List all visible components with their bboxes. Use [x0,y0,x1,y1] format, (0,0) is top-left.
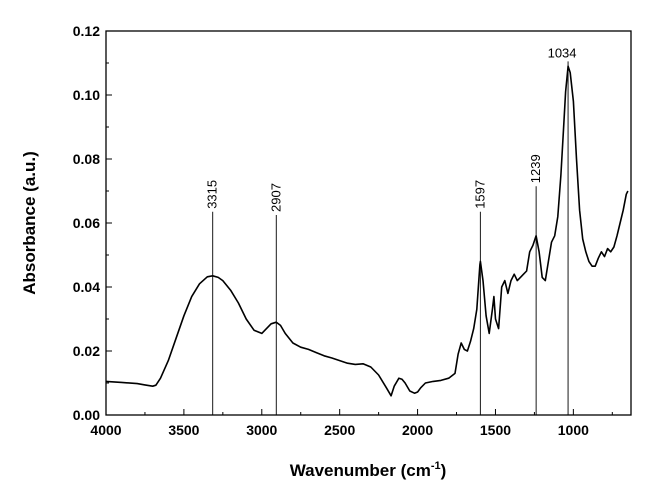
y-tick-label: 0.00 [73,407,100,423]
y-tick-label: 0.02 [73,343,100,359]
y-axis-title: Absorbance (a.u.) [20,151,39,295]
x-tick-label: 2500 [324,422,355,438]
peak-label-1239: 1239 [528,154,543,183]
peak-marker-labels: 3315 2907 1597 1239 1034 [205,45,577,212]
x-tick-label: 3500 [168,422,199,438]
x-tick-label: 2000 [402,422,433,438]
x-tick-label: 3000 [246,422,277,438]
axis-tick-labels: 4000 3500 3000 2500 2000 1500 1000 0.00 0.02 0.04… [73,23,589,438]
axis-ticks [105,30,613,416]
y-tick-label: 0.12 [73,23,100,39]
plot-frame [105,30,632,416]
y-tick-label: 0.08 [73,151,100,167]
x-axis-title: Wavenumber (cm-1) [290,460,447,480]
x-axis-title-main: Wavenumber (cm [290,461,431,480]
x-tick-label: 1000 [558,422,589,438]
peak-label-3315: 3315 [205,180,220,209]
x-tick-label: 1500 [480,422,511,438]
peak-marker-lines [212,61,569,415]
peak-label-1034: 1034 [548,45,577,60]
x-axis-title-superscript: -1 [431,460,441,472]
x-tick-label: 4000 [90,422,121,438]
spectrum-line [105,65,629,397]
y-tick-label: 0.04 [73,279,100,295]
peak-label-2907: 2907 [268,183,283,212]
x-axis-title-suffix: ) [441,461,447,480]
peak-label-1597: 1597 [472,180,487,209]
y-tick-label: 0.10 [73,87,100,103]
y-tick-label: 0.06 [73,215,100,231]
